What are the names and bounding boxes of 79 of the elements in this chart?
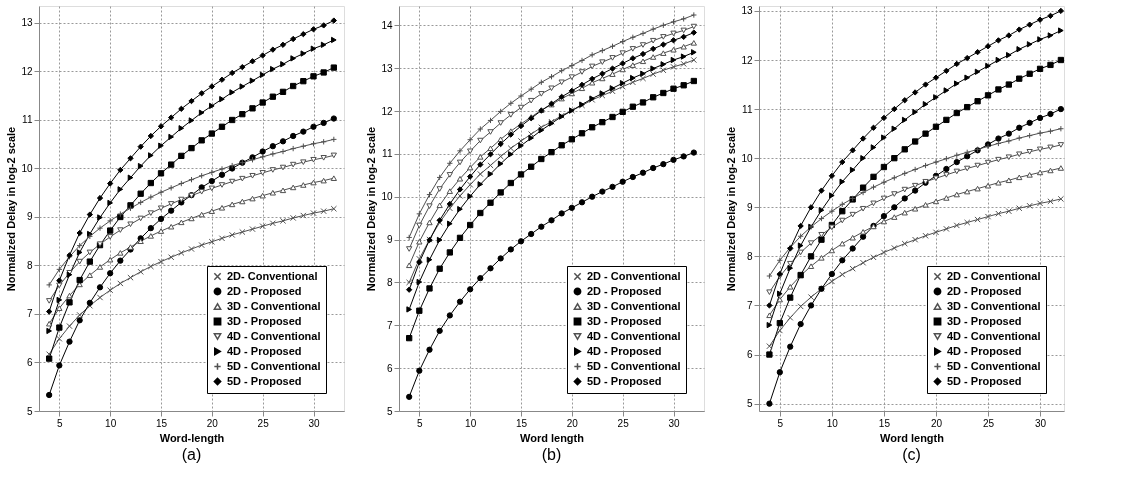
y-axis-title: Normalized Delay in log-2 scale	[365, 126, 378, 292]
x-axis-title: Word length	[880, 431, 945, 444]
legend-label: 4D - Proposed	[947, 344, 1022, 357]
x-tick-label: 30	[308, 417, 320, 429]
y-tick-label: 8	[386, 276, 393, 288]
legend-label: 4D - Conventional	[227, 329, 321, 342]
y-tick-label: 10	[741, 152, 753, 164]
y-tick-label: 7	[386, 319, 393, 331]
legend-label: 2D - Conventional	[587, 269, 681, 282]
y-tick-label: 6	[746, 349, 753, 361]
x-tick-label: 5	[57, 417, 64, 429]
x-tick-label: 15	[878, 417, 891, 429]
y-tick-label: 10	[21, 162, 33, 174]
y-tick-label: 9	[26, 211, 33, 223]
y-tick-label: 6	[26, 357, 33, 368]
x-tick-label: 5	[777, 417, 784, 429]
legend-label: 3D - Proposed	[227, 314, 302, 327]
y-tick-label: 12	[741, 54, 753, 66]
text: (b)	[541, 446, 562, 463]
legend-label: 3D - Proposed	[587, 314, 662, 327]
text: (a)	[181, 446, 202, 463]
legend-label: 5D - Conventional	[947, 359, 1041, 372]
y-tick-label: 10	[381, 191, 393, 203]
y-tick-label: 5	[746, 398, 753, 410]
x-tick-label: 10	[465, 417, 477, 429]
y-tick-label: 12	[381, 105, 393, 117]
x-axis-title: Word-length	[159, 431, 225, 444]
legend-label: 5D - Proposed	[947, 374, 1022, 387]
y-tick-label: 12	[21, 65, 33, 77]
legend-label: 3D - Conventional	[587, 299, 681, 312]
y-axis-title: Normalized Delay in log-2 scale	[725, 126, 738, 292]
legend-label: 4D - Conventional	[947, 329, 1041, 342]
legend-label: 5D - Conventional	[587, 359, 681, 372]
x-tick-label: 20	[566, 417, 579, 429]
y-tick-label: 11	[382, 148, 393, 160]
legend-label: 2D - Proposed	[947, 284, 1022, 297]
x-tick-label: 25	[257, 417, 270, 429]
y-tick-label: 9	[386, 234, 393, 246]
y-tick-label: 11	[22, 114, 33, 126]
legend-label: 3D - Conventional	[227, 299, 321, 312]
legend-label: 4D - Proposed	[587, 344, 662, 357]
y-tick-label: 9	[746, 201, 753, 213]
legend-label: 5D - Proposed	[587, 374, 662, 387]
legend-label: 5D - Conventional	[227, 359, 321, 372]
y-tick-label: 7	[26, 308, 33, 320]
y-tick-label: 13	[381, 62, 393, 74]
x-axis-title: Word length	[520, 431, 585, 444]
legend-label: 2D - Proposed	[587, 284, 662, 297]
legend-label: 3D - Proposed	[947, 314, 1022, 327]
legend-label: 2D - Proposed	[227, 284, 302, 297]
legend-label: 2D- Conventional	[227, 269, 318, 282]
x-tick-label: 30	[1035, 417, 1047, 429]
y-tick-label: 13	[21, 17, 33, 29]
y-tick-label: 8	[746, 250, 753, 262]
y-tick-label: 7	[746, 299, 753, 311]
y-tick-label: 14	[381, 19, 393, 31]
y-tick-label: 8	[26, 259, 33, 271]
x-tick-label: 25	[982, 417, 995, 429]
legend-label: 4D - Proposed	[227, 344, 302, 357]
x-tick-label: 10	[826, 417, 839, 429]
y-tick-label: 13	[741, 5, 753, 17]
x-tick-label: 20	[206, 417, 219, 429]
legend-label: 2D - Conventional	[947, 269, 1041, 282]
legend-label: 5D - Proposed	[227, 374, 302, 387]
y-axis-title: Normalized Delay in log-2 scale	[5, 126, 18, 292]
y-tick-label: 11	[742, 103, 753, 115]
x-tick-label: 30	[668, 417, 680, 429]
x-tick-label: 20	[930, 417, 943, 429]
y-tick-label: 6	[386, 362, 393, 374]
x-tick-label: 5	[417, 417, 424, 429]
legend-label: 3D - Conventional	[947, 299, 1041, 312]
y-tick-label: 5	[26, 405, 33, 417]
y-tick-label: 5	[386, 405, 393, 417]
text: (c)	[902, 446, 921, 463]
x-tick-label: 15	[515, 417, 528, 429]
legend-label: 4D - Conventional	[587, 329, 681, 342]
x-tick-label: 15	[155, 417, 168, 429]
x-tick-label: 25	[617, 417, 630, 429]
x-tick-label: 10	[105, 417, 117, 429]
